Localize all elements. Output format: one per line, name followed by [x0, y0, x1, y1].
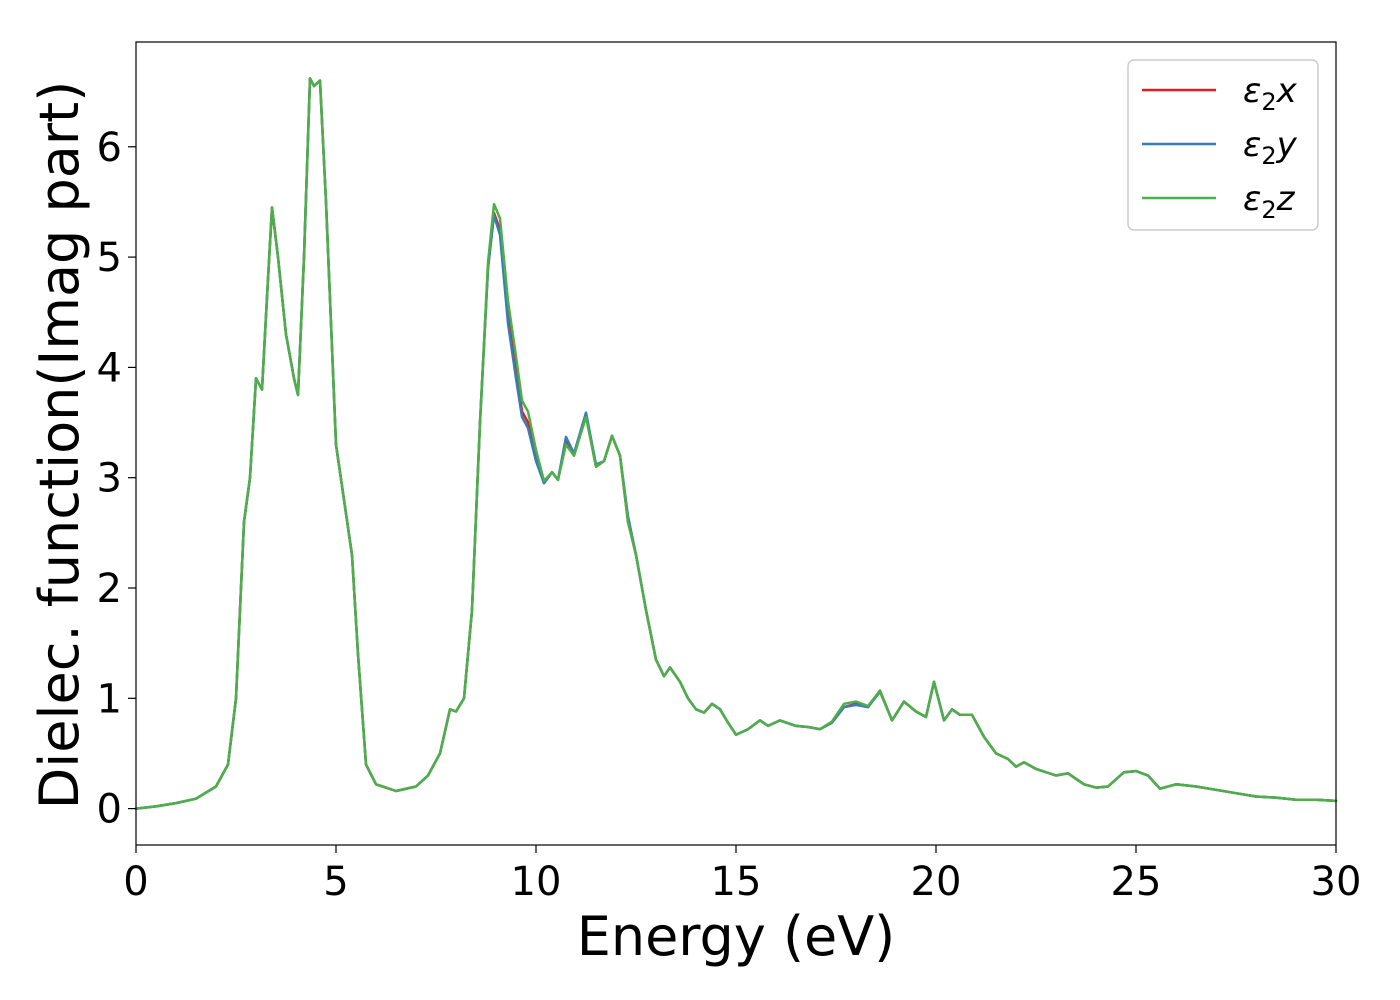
series-layer — [134, 77, 1338, 810]
y-tick-label: 1 — [97, 676, 122, 722]
y-tick-label: 6 — [97, 125, 122, 171]
legend-label-x: ε2x — [1243, 71, 1298, 116]
x-tick-label: 5 — [323, 859, 348, 905]
x-tick-label: 20 — [911, 859, 962, 905]
x-tick-label: 30 — [1311, 859, 1362, 905]
y-tick-label: 4 — [97, 345, 122, 391]
x-tick-label: 15 — [711, 859, 762, 905]
y-tick-label: 2 — [97, 566, 122, 612]
x-tick-label: 25 — [1111, 859, 1162, 905]
legend-label-y: ε2y — [1243, 125, 1298, 170]
legend-box — [1127, 59, 1319, 231]
y-axis: 0 1 2 3 4 5 6 — [97, 125, 136, 833]
series-line-z — [134, 77, 1338, 810]
x-axis-title: Energy (eV) — [577, 905, 896, 968]
legend-label-z: ε2z — [1243, 179, 1296, 224]
y-tick-label: 5 — [97, 235, 122, 281]
x-axis: 0 5 10 15 20 25 30 — [123, 845, 1361, 905]
y-tick-label: 3 — [97, 456, 122, 502]
y-tick-label: 0 — [97, 787, 122, 833]
y-axis-title: Dielec. function(Imag part) — [28, 81, 91, 810]
legend: ε2x ε2y ε2z — [1127, 59, 1319, 231]
x-tick-label: 0 — [123, 859, 148, 905]
x-tick-label: 10 — [511, 859, 562, 905]
